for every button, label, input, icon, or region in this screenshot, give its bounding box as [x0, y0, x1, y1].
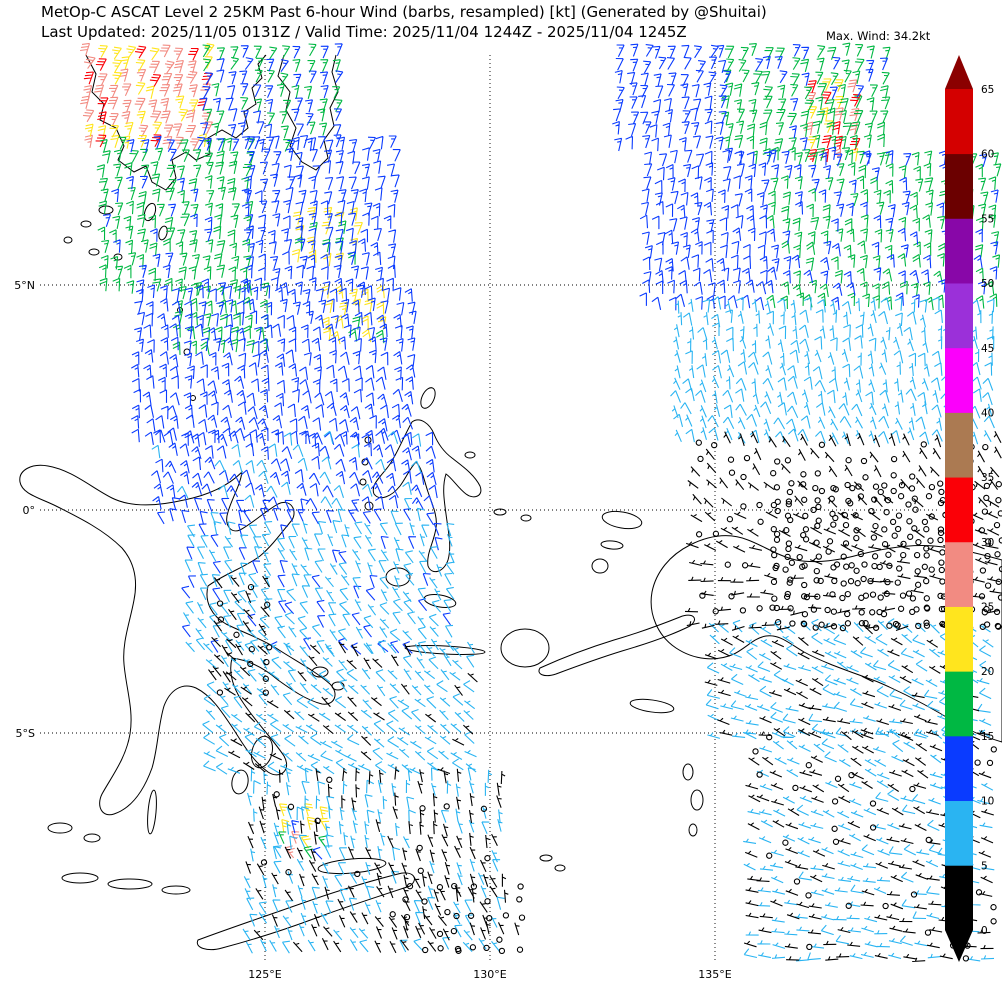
- island-outline: [161, 885, 191, 895]
- colorbar-segment: [945, 477, 973, 543]
- coastline-path: [277, 54, 339, 171]
- colorbar-segment: [945, 800, 973, 866]
- colorbar-segment: [945, 283, 973, 349]
- colorbar-tick-label: 0: [981, 925, 988, 937]
- colorbar-segment: [945, 412, 973, 478]
- chart-title: MetOp-C ASCAT Level 2 25KM Past 6-hour W…: [41, 3, 767, 21]
- island-outline: [107, 878, 153, 890]
- colorbar-segment: [945, 218, 973, 284]
- island-outline: [61, 872, 99, 884]
- colorbar-tick-label: 5: [981, 860, 988, 872]
- coastline-path: [650, 535, 1002, 743]
- colorbar-segment: [945, 153, 973, 219]
- island-outline: [600, 540, 624, 550]
- colorbar-tick-label: 55: [981, 213, 994, 225]
- colorbar-segment: [945, 671, 973, 737]
- colorbar-segment: [945, 347, 973, 413]
- island-outline: [629, 698, 675, 714]
- colorbar-segment: [945, 606, 973, 672]
- island-outline: [47, 822, 73, 834]
- wind-barb-group: [96, 42, 1002, 859]
- island-outline: [143, 202, 157, 222]
- coastline-path: [85, 54, 267, 191]
- graticule-layer: 5°N 0° 5°S 125°E 130°E 135°E: [14, 55, 940, 981]
- colorbar-over-arrow: [945, 55, 973, 89]
- island-outline: [250, 735, 274, 769]
- wind-barb-group: [83, 45, 862, 163]
- colorbar-tick-label: 20: [981, 666, 994, 678]
- colorbar-tick-label: 35: [981, 472, 994, 484]
- island-outline: [464, 451, 476, 459]
- longitude-tick-label: 130°E: [473, 968, 506, 981]
- colorbar-segment: [945, 89, 973, 155]
- colorbar-tick-label: 65: [981, 84, 994, 96]
- latitude-tick-label: 0°: [23, 504, 36, 517]
- colorbar-tick-label: 60: [981, 149, 994, 161]
- longitude-tick-label: 135°E: [698, 968, 731, 981]
- island-outline: [317, 857, 387, 875]
- island-outline: [80, 220, 92, 228]
- island-outline: [190, 395, 196, 401]
- island-outline: [147, 789, 157, 835]
- island-outline: [601, 510, 643, 530]
- longitude-tick-label: 125°E: [248, 968, 281, 981]
- island-outline: [591, 558, 609, 574]
- island-outline: [331, 681, 345, 691]
- coastline-path: [538, 614, 695, 677]
- island-outline: [688, 823, 698, 837]
- coastline-layer: [19, 54, 1002, 951]
- colorbar-tick-label: 15: [981, 731, 994, 743]
- colorbar-tick-label: 50: [981, 278, 994, 290]
- island-outline: [423, 593, 457, 609]
- chart-subtitle: Last Updated: 2025/11/05 0131Z / Valid T…: [41, 23, 687, 41]
- island-outline: [231, 769, 249, 795]
- island-outline: [520, 514, 532, 522]
- island-outline: [500, 628, 550, 668]
- island-outline: [88, 248, 100, 256]
- max-wind-label: Max. Wind: 34.2kt: [826, 29, 931, 43]
- colorbar-tick-label: 45: [981, 343, 994, 355]
- island-outline: [83, 833, 101, 843]
- wind-barbs-layer: [80, 42, 1002, 963]
- colorbar-segment: [945, 865, 973, 931]
- colorbar-tick-label: 30: [981, 537, 994, 549]
- island-outline: [420, 387, 436, 409]
- colorbar-segment: [945, 541, 973, 607]
- colorbar-tick-label: 10: [981, 796, 994, 808]
- island-outline: [493, 508, 507, 516]
- coastline-path: [19, 464, 336, 816]
- coastline-path: [196, 872, 415, 951]
- colorbar: 0 5 10 15 20 25 30 35 40 45 50 55 60 65: [945, 55, 994, 962]
- latitude-tick-label: 5°N: [14, 279, 35, 292]
- wind-barb-group: [103, 43, 999, 860]
- island-outline: [539, 854, 553, 862]
- colorbar-segment: [945, 735, 973, 802]
- island-outline: [690, 789, 704, 811]
- colorbar-tick-label: 25: [981, 602, 994, 614]
- colorbar-tick-label: 40: [981, 407, 994, 419]
- island-outline: [554, 864, 566, 872]
- latitude-tick-label: 5°S: [16, 727, 35, 740]
- colorbar-under-arrow: [945, 930, 973, 962]
- island-outline: [682, 763, 694, 781]
- island-outline: [63, 236, 73, 244]
- island-outline: [359, 478, 367, 486]
- island-outline: [158, 225, 168, 241]
- island-outline: [113, 253, 123, 261]
- coastline-path: [372, 419, 482, 573]
